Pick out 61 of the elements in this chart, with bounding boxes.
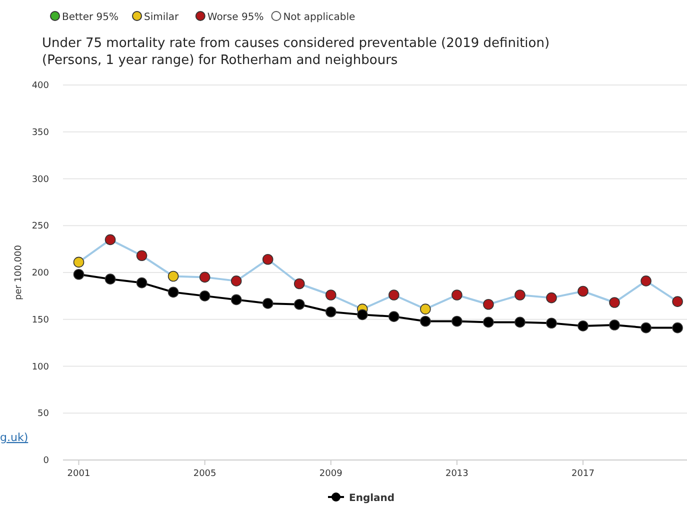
y-tick-label: 250 bbox=[32, 222, 50, 232]
point bbox=[388, 311, 400, 322]
point bbox=[609, 320, 620, 330]
point bbox=[420, 316, 431, 327]
point bbox=[104, 234, 116, 246]
point bbox=[136, 250, 148, 262]
point bbox=[640, 322, 652, 334]
x-tick-label: 2013 bbox=[445, 469, 468, 479]
point bbox=[672, 296, 683, 307]
point bbox=[356, 309, 368, 320]
point bbox=[73, 268, 84, 280]
y-tick-label: 150 bbox=[32, 315, 50, 326]
point bbox=[73, 256, 84, 268]
legend-label: England bbox=[349, 493, 395, 504]
point bbox=[168, 270, 179, 282]
point bbox=[609, 297, 620, 308]
point bbox=[546, 292, 557, 304]
text: g.uk) bbox=[0, 431, 28, 444]
y-tick-label: 300 bbox=[32, 174, 50, 185]
point bbox=[546, 318, 557, 329]
point bbox=[136, 277, 148, 288]
legend-label: Better 95% bbox=[62, 12, 119, 23]
x-tick-label: 2017 bbox=[572, 469, 594, 479]
point bbox=[199, 272, 210, 283]
point bbox=[104, 274, 116, 284]
point bbox=[262, 254, 274, 265]
point bbox=[672, 322, 683, 334]
point bbox=[388, 290, 400, 300]
point bbox=[294, 278, 305, 290]
point bbox=[514, 290, 526, 300]
point bbox=[452, 316, 462, 327]
y-axis-title: per 100,000 bbox=[14, 244, 24, 300]
point bbox=[230, 276, 242, 286]
y-tick-label: 400 bbox=[32, 81, 50, 91]
point bbox=[578, 286, 588, 297]
point bbox=[262, 298, 274, 309]
point bbox=[452, 290, 462, 300]
y-tick-label: 50 bbox=[38, 409, 50, 420]
legend-label: Not applicable bbox=[283, 12, 356, 23]
chart-title: Under 75 mortality rate from causes considered preventable (2019 definition) (Persons, 1 year range) for Rotherham and neighbours bbox=[42, 36, 550, 68]
y-tick-label: 0 bbox=[43, 456, 50, 466]
point bbox=[325, 306, 336, 318]
point bbox=[483, 298, 494, 310]
y-tick-label: 350 bbox=[32, 128, 50, 138]
point bbox=[514, 316, 526, 328]
point bbox=[230, 294, 242, 306]
x-tick-label: 2005 bbox=[193, 469, 216, 479]
point bbox=[199, 290, 210, 302]
y-tick-label: 100 bbox=[32, 362, 50, 372]
point bbox=[640, 276, 652, 286]
legend-label: Worse 95% bbox=[207, 12, 264, 23]
point bbox=[578, 320, 588, 332]
point bbox=[325, 290, 336, 300]
point bbox=[420, 304, 431, 314]
point bbox=[483, 316, 494, 328]
legend-label: Similar bbox=[144, 12, 180, 23]
point bbox=[168, 286, 179, 298]
x-tick-label: 2009 bbox=[319, 469, 343, 479]
point bbox=[294, 298, 305, 310]
y-tick-label: 200 bbox=[32, 268, 50, 278]
x-tick-label: 2001 bbox=[67, 469, 90, 479]
